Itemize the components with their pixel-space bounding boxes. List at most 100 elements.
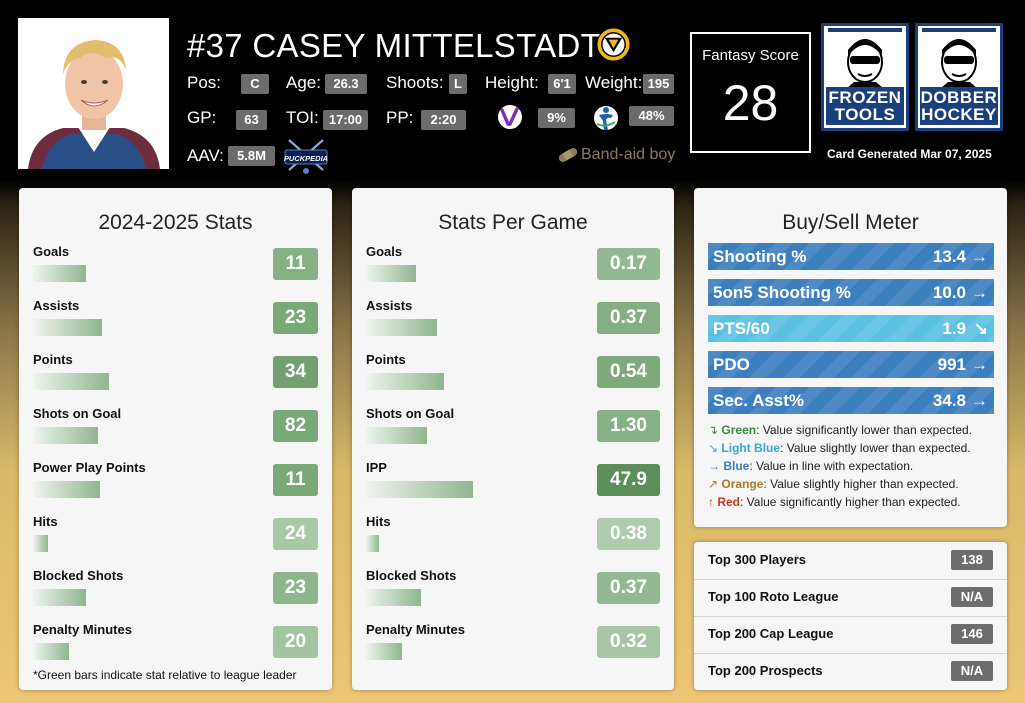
ranking-label: Top 200 Cap League <box>708 626 834 641</box>
toi-value: 17:00 <box>323 110 368 130</box>
meter-value: 991 <box>937 355 966 374</box>
pos-label: Pos: <box>187 73 222 92</box>
legend-color-name: Light Blue <box>721 441 781 455</box>
legend-item: ↑ Red: Value significantly higher than e… <box>708 495 961 509</box>
stat-row: Power Play Points 11 <box>19 460 332 514</box>
legend-item: → Blue: Value in line with expectation. <box>708 459 913 473</box>
legend-arrow-icon: ↘ <box>708 441 719 455</box>
meter-row: PDO 991 → <box>708 351 994 378</box>
stat-value: 23 <box>273 302 318 334</box>
stat-label: Goals <box>33 244 70 259</box>
stat-label: Assists <box>33 298 80 313</box>
meter-value: 34.8 <box>932 391 966 410</box>
stat-label: Power Play Points <box>33 460 146 475</box>
stat-row: Penalty Minutes 20 <box>19 622 332 676</box>
stat-bar <box>33 643 69 660</box>
shoots-label: Shoots: <box>386 73 444 92</box>
stats-footnote: *Green bars indicate stat relative to le… <box>33 668 297 682</box>
stat-row: IPP 47.9 <box>352 460 674 514</box>
stat-value: 1.30 <box>597 410 660 442</box>
stat-row: Shots on Goal 82 <box>19 406 332 460</box>
puckpedia-logo-text: PUCKPEDIA <box>284 154 328 163</box>
shoots-value: L <box>449 74 467 94</box>
legend-arrow-icon: ↑ <box>708 495 714 509</box>
stat-row: Assists 0.37 <box>352 298 674 352</box>
stat-bar <box>366 373 444 390</box>
aav-value: 5.8M <box>228 146 275 166</box>
frozen-tools-logo[interactable]: FROZEN TOOLS <box>821 23 909 131</box>
stat-value: 0.38 <box>597 518 660 550</box>
stat-label: Goals <box>366 244 403 259</box>
player-photo <box>18 18 169 169</box>
stat-value: 20 <box>273 626 318 658</box>
legend-arrow-icon: → <box>708 459 720 473</box>
stat-label: Blocked Shots <box>33 568 124 583</box>
stat-bar <box>33 535 48 552</box>
legend-arrow-icon: ↴ <box>708 423 719 437</box>
dobber-hockey-logo[interactable]: DOBBER HOCKEY <box>915 23 1003 131</box>
stat-value: 0.37 <box>597 302 660 334</box>
weight-value: 195 <box>643 74 674 94</box>
stat-row: Assists 23 <box>19 298 332 352</box>
stat-label: Points <box>33 352 73 367</box>
stat-bar <box>366 319 437 336</box>
stat-label: Assists <box>366 298 413 313</box>
stat-bar <box>33 265 86 282</box>
stat-value: 0.54 <box>597 356 660 388</box>
buy-sell-panel: Buy/Sell Meter Shooting % 13.4 → 5on5 Shoot… <box>694 188 1007 527</box>
stat-bar <box>366 643 402 660</box>
stat-row: Shots on Goal 1.30 <box>352 406 674 460</box>
pp-unit-icon <box>497 104 523 130</box>
stat-bar <box>33 481 100 498</box>
stat-label: IPP <box>366 460 387 475</box>
dobber-hockey-logo-text: DOBBER HOCKEY <box>920 87 998 125</box>
weight-label: Weight: <box>585 73 643 92</box>
ranking-value: N/A <box>951 661 993 681</box>
stat-row: Hits 24 <box>19 514 332 568</box>
stat-row: Hits 0.38 <box>352 514 674 568</box>
ranking-label: Top 200 Prospects <box>708 663 823 678</box>
ranking-label: Top 100 Roto League <box>708 589 839 604</box>
stat-row: Goals 11 <box>19 244 332 298</box>
season-stats-panel: 2024-2025 Stats Goals 11 Assists 23 Points 34… <box>19 188 332 690</box>
stat-bar <box>366 265 416 282</box>
ranking-value: 138 <box>951 550 993 570</box>
ranking-row: Top 200 Prospects N/A <box>694 653 1007 690</box>
height-label: Height: <box>485 73 539 92</box>
meter-label: Sec. Asst% <box>713 391 805 410</box>
meter-value: 13.4 <box>932 247 966 266</box>
stat-value: 24 <box>273 518 318 550</box>
stat-row: Goals 0.17 <box>352 244 674 298</box>
stat-row: Penalty Minutes 0.32 <box>352 622 674 676</box>
legend-text: : Value slightly higher than expected. <box>763 477 959 491</box>
fantasy-score-box: Fantasy Score 28 <box>690 32 811 153</box>
per-game-panel: Stats Per Game Goals 0.17 Assists 0.37 Point… <box>352 188 674 690</box>
ranking-row: Top 100 Roto League N/A <box>694 579 1007 617</box>
trend-arrow-icon: ↘ <box>973 319 988 338</box>
stat-row: Blocked Shots 0.37 <box>352 568 674 622</box>
stat-label: Shots on Goal <box>33 406 122 421</box>
ipp-value: 48% <box>629 106 674 126</box>
legend-color-name: Orange <box>721 477 764 491</box>
meter-label: PDO <box>713 355 750 374</box>
legend-arrow-icon: ↗ <box>708 477 719 491</box>
stat-value: 11 <box>273 248 318 280</box>
gp-label: GP: <box>187 108 217 127</box>
card-generated-date: Card Generated Mar 07, 2025 <box>827 147 992 161</box>
stat-row: Points 0.54 <box>352 352 674 406</box>
trend-arrow-icon: → <box>971 355 988 374</box>
legend-text: : Value slightly lower than expected. <box>780 441 971 455</box>
aav-label: AAV: <box>187 146 224 165</box>
stat-label: Penalty Minutes <box>366 622 465 637</box>
ranking-value: 146 <box>951 624 993 644</box>
trend-arrow-icon: → <box>971 283 988 302</box>
stat-bar <box>366 481 473 498</box>
legend-text: : Value significantly lower than expecte… <box>756 423 972 437</box>
trend-arrow-icon: → <box>971 391 988 410</box>
band-aid-label: Band-aid boy <box>557 146 675 164</box>
ranking-value: N/A <box>951 587 993 607</box>
stat-label: Hits <box>366 514 391 529</box>
pp-label: PP: <box>386 108 414 127</box>
ranking-row: Top 300 Players 138 <box>694 542 1007 580</box>
pos-value: C <box>241 74 269 94</box>
